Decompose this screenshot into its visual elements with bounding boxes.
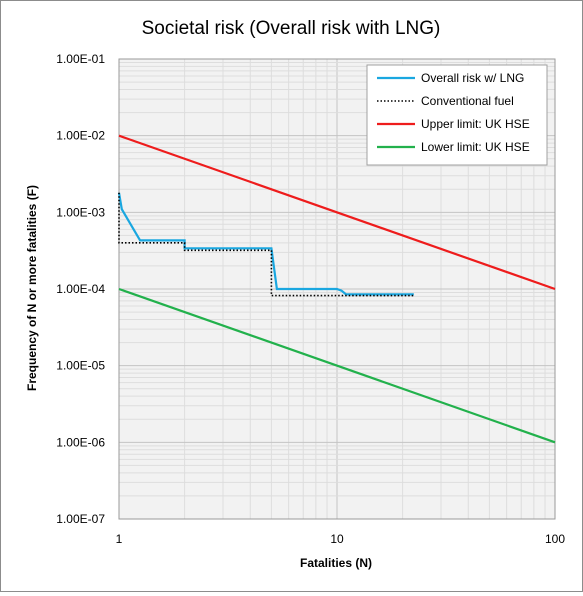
x-tick-label: 1	[116, 532, 123, 546]
y-tick-label: 1.00E-03	[56, 205, 105, 219]
chart-title: Societal risk (Overall risk with LNG)	[142, 18, 441, 39]
series-line-lower-limit-uk-hse	[118, 287, 556, 444]
y-tick-label: 1.00E-06	[56, 435, 105, 449]
y-tick-label: 1.00E-04	[56, 282, 105, 296]
x-tick-label: 100	[545, 532, 565, 546]
legend-label: Upper limit: UK HSE	[421, 117, 530, 131]
legend-label: Lower limit: UK HSE	[421, 140, 530, 154]
y-tick-label: 1.00E-05	[56, 359, 105, 373]
legend-box	[366, 64, 548, 166]
series-line-overall-risk-w-lng	[117, 192, 414, 296]
series-line-upper-limit-uk-hse	[118, 134, 556, 291]
series	[117, 134, 556, 444]
y-tick-label: 1.00E-02	[56, 129, 105, 143]
legend-label: Conventional fuel	[421, 94, 514, 108]
legend-label: Overall risk w/ LNG	[421, 71, 524, 85]
legend: Overall risk w/ LNG Conventional fuel Uppe…	[366, 64, 548, 166]
y-tick-label: 1.00E-07	[56, 512, 105, 526]
y-axis-label: Frequency of N or more fatalities (F)	[25, 185, 39, 391]
y-tick-label: 1.00E-01	[56, 52, 105, 66]
x-axis-label: Fatalities (N)	[300, 556, 372, 570]
tick-labels: 1.00E-07 1.00E-06 1.00E-05 1.00E-04 1.00E-03…	[56, 52, 565, 546]
x-tick-label: 10	[330, 532, 344, 546]
series-line-conventional-fuel	[118, 192, 414, 297]
